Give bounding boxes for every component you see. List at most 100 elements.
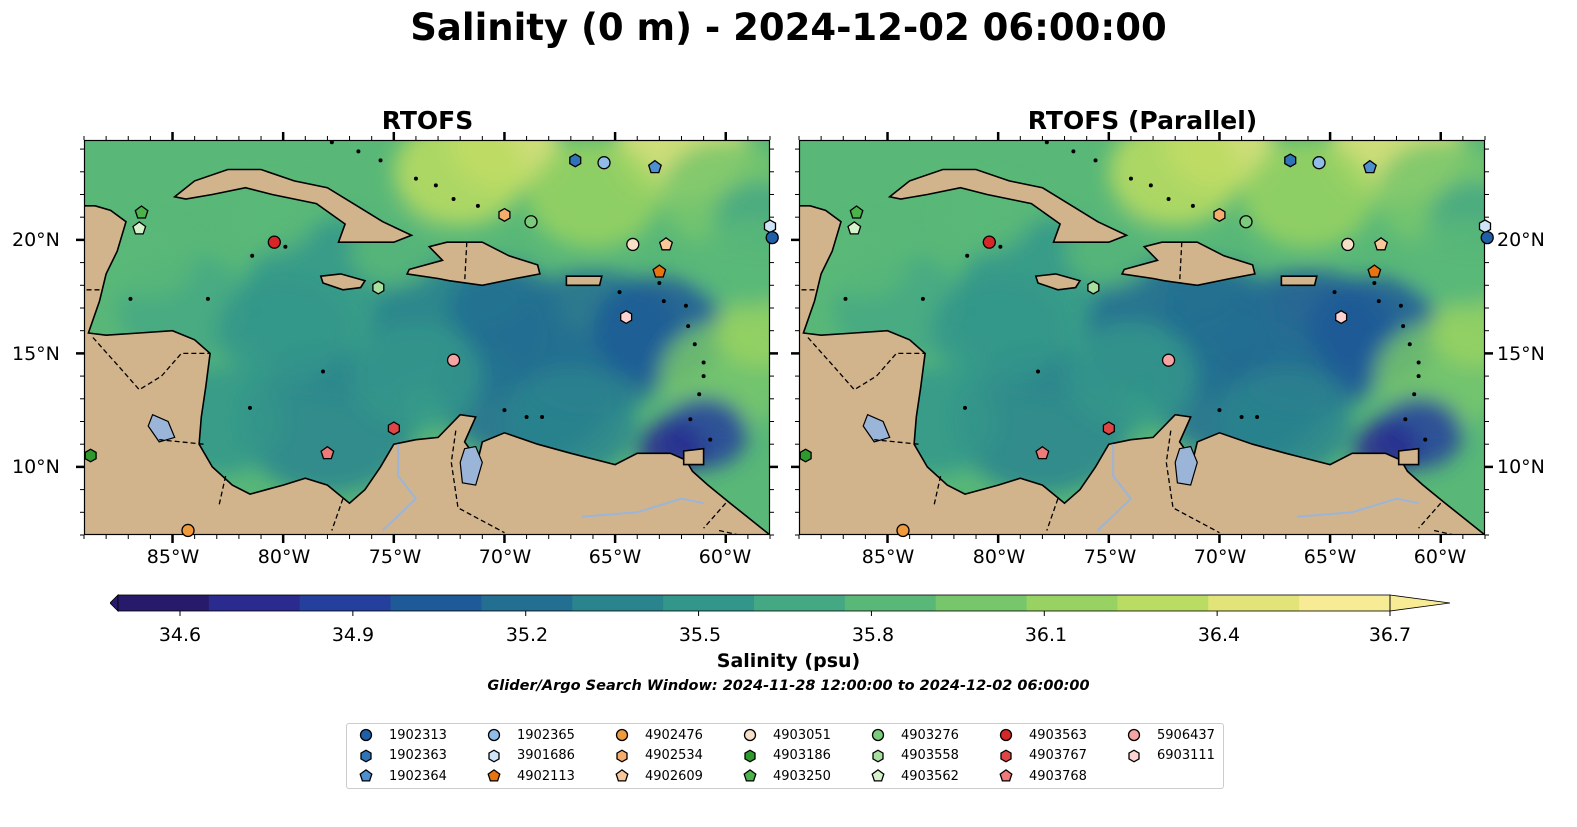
lon-label-80w-right: 80°W	[972, 546, 1026, 568]
legend-marker-4903562	[871, 769, 885, 782]
legend-marker-4902609	[615, 769, 629, 782]
colorbar-tick-36-7: 36.7	[1368, 624, 1412, 646]
colorbar	[110, 594, 1451, 616]
land-hispaniola	[405, 241, 541, 287]
legend-item-5906437: 5906437	[1123, 725, 1215, 745]
platform-marker-1902313	[765, 230, 779, 245]
platform-marker-6903111	[620, 310, 633, 325]
land-jamaica	[319, 273, 367, 291]
legend-label: 1902364	[389, 768, 447, 784]
platform-marker-1902364	[1362, 159, 1377, 174]
colorbar-bin	[1117, 595, 1209, 611]
legend-marker-hexagon-icon	[744, 748, 756, 763]
land-mass	[84, 140, 770, 535]
map-ticks	[791, 132, 1493, 543]
platform-marker-6903111	[1335, 310, 1348, 325]
colorbar-bin	[572, 595, 664, 611]
platform-marker-1902363	[569, 153, 582, 168]
legend-item-4903558: 4903558	[867, 746, 959, 766]
lon-label-85w-right: 85°W	[861, 546, 915, 568]
platform-marker-4903186	[799, 448, 812, 463]
platform-marker-5906437	[1161, 353, 1176, 367]
legend-marker-4903767	[1000, 748, 1012, 763]
legend-marker-pentagon-icon	[615, 769, 629, 782]
colorbar-bin	[208, 595, 301, 611]
colorbar-bin	[754, 595, 846, 611]
platform-marker-4902476	[896, 523, 910, 538]
colorbar-extend-low	[110, 594, 119, 612]
colorbar-bin	[1026, 595, 1118, 611]
colorbar-bin	[1208, 595, 1300, 611]
platform-marker-4903562	[132, 221, 147, 235]
legend-label: 4902476	[645, 727, 703, 743]
legend-marker-circle-icon	[871, 728, 885, 742]
platform-legend: 1902313 1902363 1902364 1902365 3901686 49021…	[346, 723, 1224, 789]
platform-markers	[799, 153, 1494, 538]
lat-label-15n-right: 15°N	[1497, 343, 1545, 365]
legend-marker-circle-icon	[743, 728, 757, 742]
platform-marker-4903558	[372, 280, 385, 295]
colorbar-tick-35-8: 35.8	[851, 624, 895, 646]
legend-marker-hexagon-icon	[1000, 748, 1012, 763]
platform-marker-4903768	[1035, 445, 1050, 460]
lat-label-20n-right: 20°N	[1497, 229, 1545, 251]
lake-nicaragua	[862, 413, 891, 443]
legend-label: 4902609	[645, 768, 703, 784]
colorbar-tick-36-1: 36.1	[1024, 624, 1068, 646]
legend-marker-3901686	[488, 748, 500, 763]
legend-marker-5906437	[1127, 728, 1141, 742]
map-ticks	[76, 132, 778, 543]
legend-label: 4903768	[1029, 768, 1087, 784]
land-trinidad	[682, 447, 705, 466]
lat-label-15n-left: 15°N	[12, 343, 60, 365]
land-puertorico	[565, 275, 603, 287]
colorbar-bin	[299, 595, 392, 611]
lake-maracaibo	[459, 445, 483, 486]
land-trinidad	[1397, 447, 1420, 466]
lat-label-10n-left: 10°N	[12, 456, 60, 478]
platform-marker-1902313	[1480, 230, 1494, 245]
colorbar-tick-34-9: 34.9	[331, 624, 375, 646]
legend-marker-1902313	[359, 728, 373, 742]
legend-marker-hexagon-icon	[872, 748, 884, 763]
legend-marker-4902113	[487, 769, 501, 782]
legend-marker-circle-icon	[359, 728, 373, 742]
legend-label: 4902113	[517, 768, 575, 784]
platform-marker-4902113	[652, 264, 667, 278]
legend-label: 4903558	[901, 748, 959, 763]
legend-item-4903768: 4903768	[995, 766, 1087, 786]
legend-label: 6903111	[1157, 748, 1215, 763]
legend-marker-hexagon-icon	[488, 748, 500, 763]
platform-marker-4903250	[849, 205, 864, 219]
legend-label: 4903563	[1029, 727, 1087, 743]
legend-item-3901686: 3901686	[483, 746, 575, 766]
legend-item-4903186: 4903186	[739, 746, 831, 766]
colorbar-tick-35-5: 35.5	[678, 624, 722, 646]
colorbar-bin	[118, 595, 210, 611]
platform-marker-1902363	[1284, 153, 1297, 168]
lat-label-10n-right: 10°N	[1497, 456, 1545, 478]
platform-marker-5906437	[446, 353, 461, 367]
legend-marker-4903186	[744, 748, 756, 763]
legend-item-4902609: 4902609	[611, 766, 703, 786]
platform-marker-3901686	[1478, 219, 1492, 234]
colorbar-bin	[844, 595, 937, 611]
legend-item-4902476: 4902476	[611, 725, 703, 745]
legend-item-1902363: 1902363	[355, 746, 447, 766]
legend-marker-pentagon-icon	[743, 769, 757, 782]
platform-marker-1902364	[647, 159, 662, 174]
legend-label: 1902365	[517, 727, 575, 743]
platform-marker-4903276	[524, 215, 538, 229]
legend-marker-6903111	[1128, 748, 1140, 763]
legend-item-1902365: 1902365	[483, 725, 575, 745]
lon-label-60w-right: 60°W	[1413, 546, 1467, 568]
legend-marker-1902365	[487, 728, 501, 742]
legend-label: 4903051	[773, 727, 831, 743]
figure-title: Salinity (0 m) - 2024-12-02 06:00:00	[410, 6, 1167, 49]
land-hispaniola	[1120, 241, 1256, 287]
lon-label-65w-right: 65°W	[1303, 546, 1357, 568]
land-puertorico	[1280, 275, 1318, 287]
legend-item-4903276: 4903276	[867, 725, 959, 745]
platform-marker-4902534	[498, 207, 511, 222]
platform-marker-4903768	[320, 445, 335, 460]
